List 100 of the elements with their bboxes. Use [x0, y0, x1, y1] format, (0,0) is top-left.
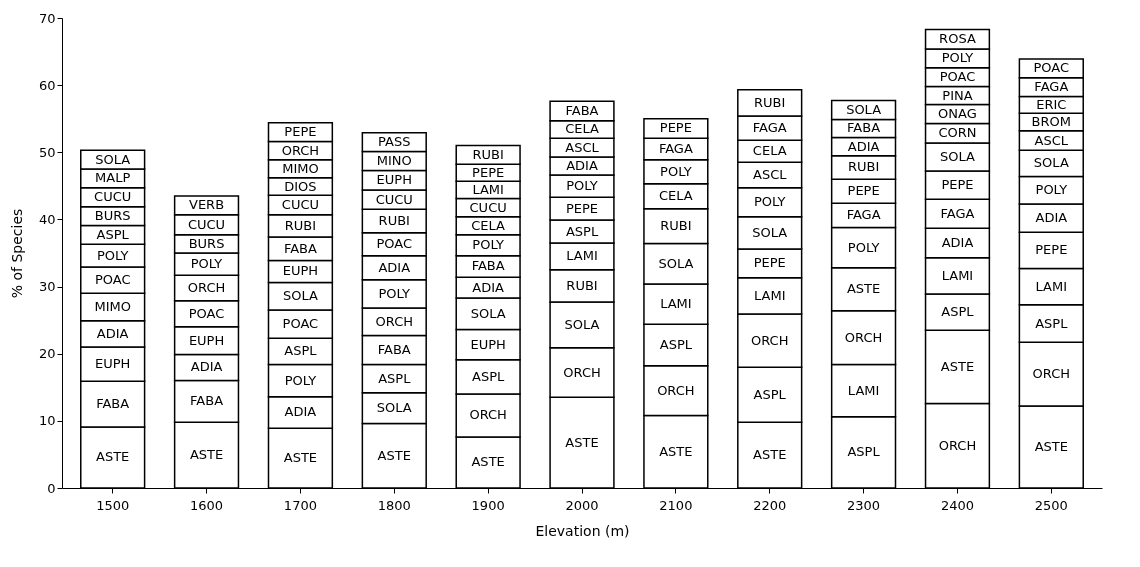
data-label: ASPL — [96, 226, 130, 242]
data-label: LAMI — [941, 267, 974, 283]
data-label: ASCL — [1034, 132, 1069, 148]
data-label: SOLA — [564, 316, 600, 332]
data-label: RUBI — [754, 94, 786, 110]
data-label: SOLA — [282, 288, 318, 304]
x-tick-label: 1700 — [283, 497, 317, 513]
data-label: POAC — [282, 316, 319, 332]
data-label: CORN — [938, 125, 977, 141]
data-label: ASTE — [940, 358, 975, 374]
data-label: SOLA — [939, 148, 976, 164]
data-label: PEPE — [941, 177, 974, 193]
data-label: ASTE — [471, 454, 505, 470]
data-label: PEPE — [284, 124, 317, 140]
data-label: POAC — [94, 272, 131, 288]
data-label: ASPL — [378, 370, 412, 386]
data-label: ASTE — [96, 449, 130, 465]
data-label: ASCL — [752, 167, 788, 183]
data-label: ADIA — [378, 259, 411, 275]
data-label: MINO — [376, 153, 412, 169]
data-label: ASTE — [189, 447, 224, 463]
data-label: ASTE — [377, 447, 411, 463]
x-tick-label: 1800 — [377, 497, 411, 513]
data-label: PASS — [378, 134, 411, 150]
data-label: ORCH — [750, 332, 789, 348]
data-label: POLY — [753, 194, 786, 210]
data-label: FABA — [96, 396, 130, 412]
data-label: RUBI — [566, 277, 598, 293]
data-label: FABA — [471, 258, 505, 274]
data-label: POLY — [378, 285, 411, 301]
data-label: ADIA — [941, 234, 974, 250]
data-label: PEPE — [753, 255, 786, 271]
data-label: RUBI — [660, 218, 692, 234]
data-label: SOLA — [846, 101, 882, 117]
y-tick-label: 40 — [38, 211, 56, 227]
x-tick-label: 2100 — [659, 497, 693, 513]
data-label: FABA — [377, 342, 411, 358]
data-label: FAGA — [658, 140, 693, 156]
data-label: ASPL — [565, 223, 599, 239]
x-tick-label: 2000 — [565, 497, 599, 513]
data-label: ADIA — [566, 158, 598, 174]
data-label: CELA — [471, 217, 506, 233]
data-label: RUBI — [472, 146, 504, 162]
data-label: POAC — [1033, 60, 1070, 76]
data-label: ASTE — [846, 281, 881, 297]
data-label: LAMI — [566, 248, 598, 264]
data-label: FAGA — [752, 120, 787, 136]
data-label: ORCH — [938, 437, 977, 453]
data-label: MIMO — [94, 299, 131, 315]
data-label: LAMI — [472, 181, 504, 197]
data-label: FABA — [190, 393, 224, 409]
data-label: CELA — [659, 188, 693, 204]
data-label: FABA — [565, 102, 599, 118]
data-label: MALP — [95, 170, 131, 186]
data-label: PEPE — [1035, 242, 1068, 258]
x-tick-label: 1500 — [96, 497, 130, 513]
data-label: ASPL — [659, 336, 693, 352]
data-label: POLY — [660, 163, 692, 179]
data-label: POAC — [188, 305, 225, 321]
data-label: SOLA — [376, 400, 412, 416]
y-tick-label: 70 — [38, 10, 56, 26]
x-tick-label: 2300 — [847, 497, 881, 513]
data-label: ASPL — [847, 444, 881, 460]
data-label: PINA — [942, 87, 973, 103]
data-label: LAMI — [660, 296, 692, 312]
y-axis-title: % of Species — [8, 208, 25, 299]
data-label: PEPE — [847, 183, 880, 199]
y-tick-label: 10 — [38, 413, 56, 429]
data-label: ASTE — [753, 447, 787, 463]
data-label: SOLA — [752, 224, 788, 240]
data-label: ADIA — [96, 325, 129, 341]
data-label: ASTE — [565, 434, 599, 450]
data-label: POLY — [847, 239, 880, 255]
data-label: EUPH — [376, 172, 412, 188]
data-label: LAMI — [1035, 278, 1068, 294]
data-label: ASPL — [753, 386, 787, 402]
data-label: PEPE — [472, 164, 505, 180]
data-label: ORCH — [1032, 366, 1071, 382]
data-label: FAGA — [846, 207, 881, 223]
data-label: ASPL — [1035, 315, 1069, 331]
data-label: EUPH — [188, 332, 225, 348]
data-label: ORCH — [375, 313, 414, 329]
data-label: POLY — [1035, 182, 1068, 198]
data-label: CELA — [752, 143, 787, 159]
data-label: FAGA — [940, 205, 975, 221]
data-label: FABA — [847, 120, 881, 136]
data-label: ASTE — [1034, 439, 1068, 455]
data-label: CUCU — [187, 216, 226, 232]
data-label: RUBI — [847, 159, 880, 175]
data-label: ORCH — [281, 142, 320, 158]
data-label: BROM — [1031, 114, 1072, 130]
data-label: ASTE — [659, 443, 693, 459]
data-label: ORCH — [187, 279, 226, 295]
data-label: BURS — [94, 208, 131, 224]
data-label: ADIA — [1035, 210, 1068, 226]
data-label: ADIA — [284, 404, 317, 420]
data-label: ORCH — [469, 407, 507, 423]
x-tick-label: 2400 — [940, 497, 974, 513]
data-label: FABA — [283, 240, 318, 256]
data-label: PEPE — [565, 200, 599, 216]
